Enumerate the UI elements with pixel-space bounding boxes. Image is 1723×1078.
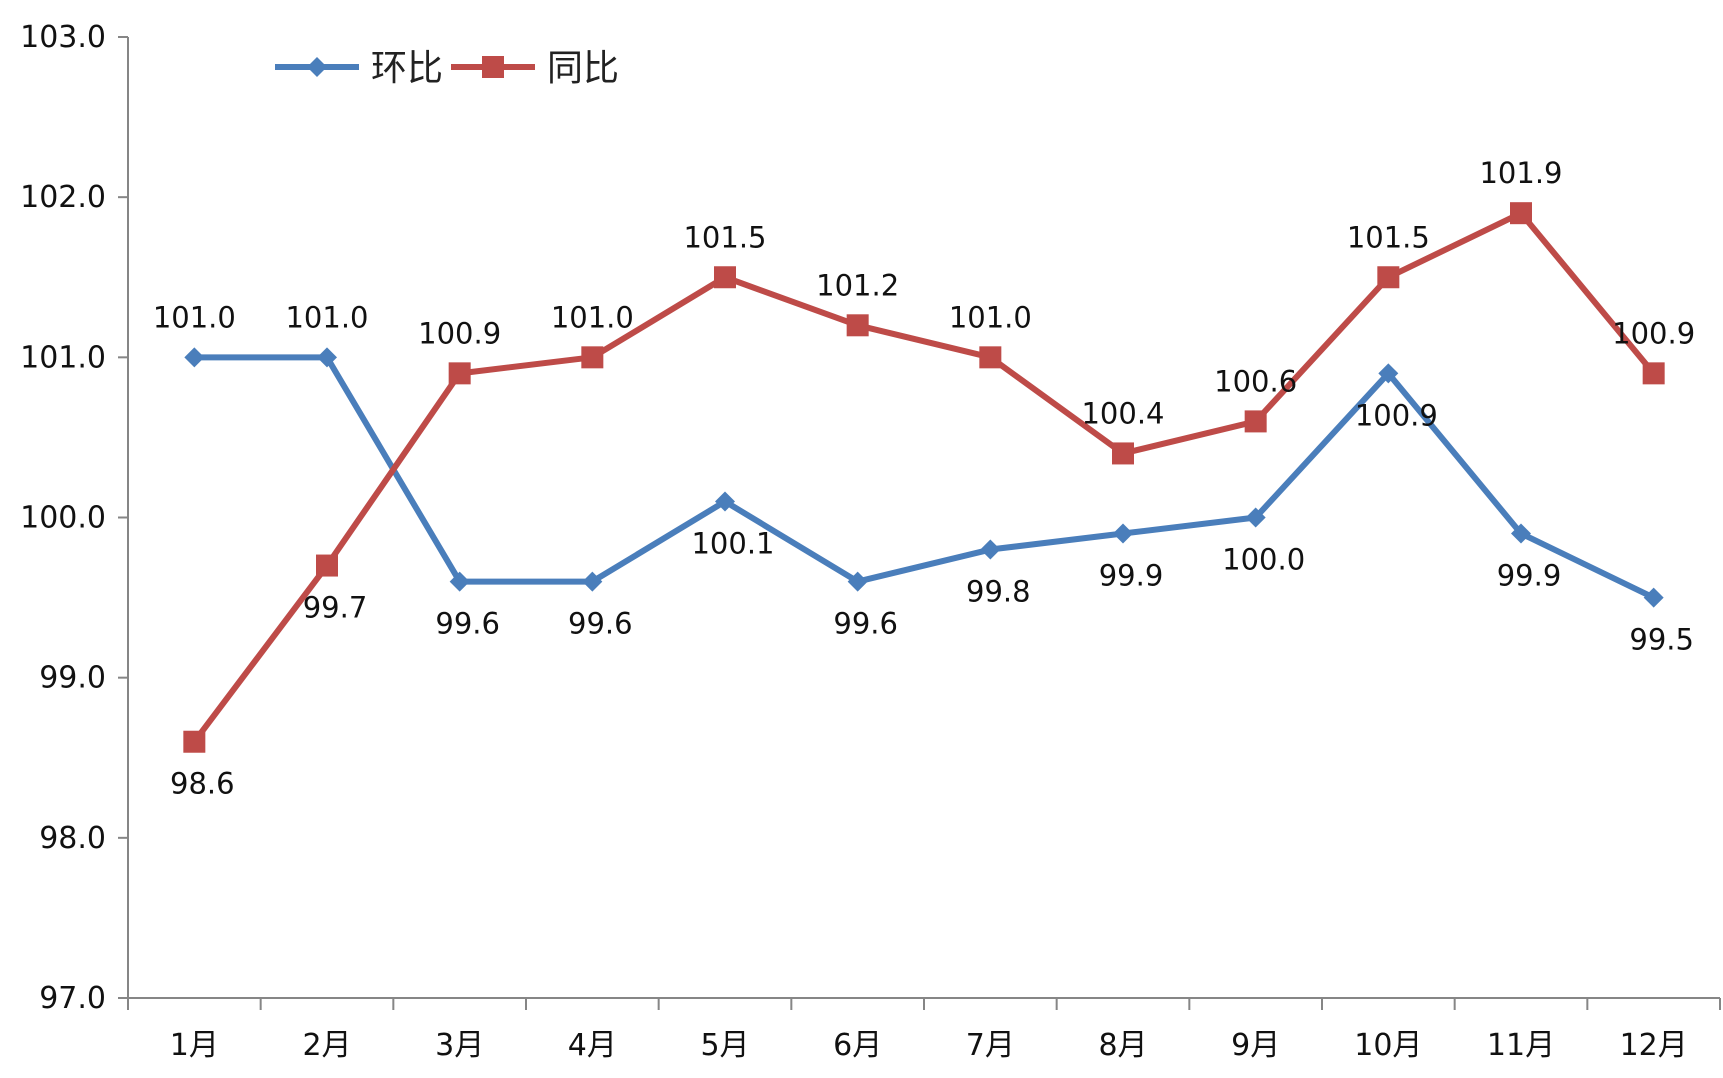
legend-item-0: 环比 bbox=[275, 48, 443, 89]
data-label: 99.6 bbox=[435, 607, 500, 641]
data-point bbox=[449, 571, 470, 592]
x-tick-label: 5月 bbox=[700, 1028, 749, 1063]
x-tick-label: 2月 bbox=[302, 1028, 351, 1063]
data-point bbox=[1377, 266, 1400, 289]
data-label: 100.0 bbox=[1222, 543, 1305, 577]
data-point bbox=[714, 266, 736, 289]
data-label: 101.0 bbox=[153, 300, 236, 334]
x-tick-label: 1月 bbox=[170, 1028, 219, 1063]
data-labels: 101.0 98.6 101.0 99.7 99.6 100.9 99.6 101.0 100.… bbox=[153, 156, 1695, 801]
data-point bbox=[1113, 523, 1133, 544]
data-point bbox=[1112, 442, 1134, 465]
data-point bbox=[1643, 587, 1664, 608]
data-point bbox=[1510, 202, 1532, 225]
data-label: 99.9 bbox=[1099, 559, 1164, 593]
data-point bbox=[317, 347, 337, 368]
x-tick-label: 3月 bbox=[435, 1028, 484, 1063]
data-label: 99.6 bbox=[833, 607, 898, 641]
legend-marker bbox=[307, 57, 327, 77]
x-tick-label: 7月 bbox=[966, 1028, 1015, 1063]
data-point bbox=[1244, 410, 1267, 433]
data-label: 100.6 bbox=[1214, 364, 1297, 398]
y-tick-label: 97.0 bbox=[39, 981, 106, 1016]
data-point bbox=[448, 362, 471, 385]
data-point bbox=[847, 571, 868, 592]
y-axis: 97.0 98.0 99.0 100.0 101.0 102.0 103.0 bbox=[20, 20, 129, 1016]
x-axis: 1月 2月 3月 4月 5月 6月 7月 8月 9月 10月 11月 12月 bbox=[127, 997, 1721, 1063]
series-0 bbox=[184, 347, 1664, 608]
legend-item-1: 同比 bbox=[451, 48, 619, 89]
data-label: 100.1 bbox=[691, 526, 774, 560]
y-tick-label: 101.0 bbox=[20, 340, 106, 375]
data-label: 101.0 bbox=[551, 300, 634, 334]
y-tick-label: 102.0 bbox=[20, 180, 106, 215]
data-label: 100.9 bbox=[1355, 398, 1438, 432]
x-tick-label: 12月 bbox=[1620, 1028, 1688, 1063]
legend-marker bbox=[482, 56, 504, 78]
data-point bbox=[980, 539, 1001, 560]
data-label: 99.7 bbox=[303, 591, 368, 625]
data-point bbox=[316, 554, 338, 577]
data-point bbox=[1642, 362, 1665, 385]
x-tick-label: 8月 bbox=[1098, 1028, 1147, 1063]
x-tick-label: 6月 bbox=[833, 1028, 882, 1063]
x-tick-label: 10月 bbox=[1354, 1028, 1422, 1063]
y-tick-label: 100.0 bbox=[20, 501, 106, 536]
data-label: 100.9 bbox=[1612, 316, 1695, 350]
data-label: 101.0 bbox=[285, 300, 368, 334]
data-point bbox=[184, 347, 205, 368]
x-tick-label: 9月 bbox=[1231, 1028, 1280, 1063]
y-tick-label: 103.0 bbox=[20, 20, 106, 55]
data-point bbox=[715, 491, 735, 512]
data-label: 101.5 bbox=[683, 220, 766, 254]
data-label: 98.6 bbox=[170, 767, 235, 801]
data-label: 101.0 bbox=[949, 300, 1032, 334]
data-point bbox=[1511, 523, 1531, 544]
legend-label: 环比 bbox=[371, 48, 443, 89]
series-1 bbox=[183, 202, 1665, 753]
legend-label: 同比 bbox=[547, 48, 619, 89]
x-tick-label: 11月 bbox=[1487, 1028, 1555, 1063]
data-point bbox=[582, 571, 603, 592]
data-point bbox=[581, 346, 604, 369]
data-point bbox=[1378, 363, 1399, 384]
data-label: 101.5 bbox=[1347, 220, 1430, 254]
y-tick-label: 99.0 bbox=[39, 661, 106, 696]
data-label: 100.9 bbox=[418, 316, 501, 350]
legend: 环比 同比 bbox=[275, 48, 619, 89]
data-label: 99.8 bbox=[966, 575, 1031, 609]
series-line bbox=[191, 210, 1656, 744]
data-point bbox=[183, 730, 206, 753]
series-line bbox=[194, 354, 1655, 601]
data-label: 101.2 bbox=[816, 268, 899, 302]
data-label: 99.9 bbox=[1497, 559, 1562, 593]
data-label: 99.6 bbox=[568, 607, 633, 641]
series-layer bbox=[183, 202, 1665, 753]
data-label: 101.9 bbox=[1479, 156, 1562, 190]
x-tick-label: 4月 bbox=[568, 1028, 617, 1063]
data-point bbox=[1245, 507, 1266, 528]
data-label: 99.5 bbox=[1629, 623, 1694, 657]
data-point bbox=[979, 346, 1002, 369]
data-point bbox=[846, 314, 869, 337]
data-label: 100.4 bbox=[1081, 396, 1164, 430]
y-tick-label: 98.0 bbox=[39, 821, 106, 856]
